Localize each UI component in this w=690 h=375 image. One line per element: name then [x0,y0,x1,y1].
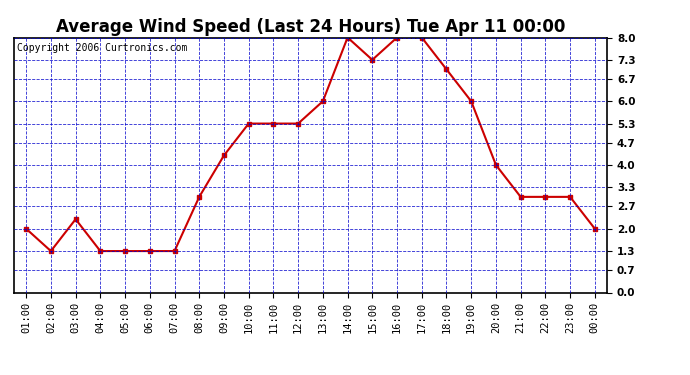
Title: Average Wind Speed (Last 24 Hours) Tue Apr 11 00:00: Average Wind Speed (Last 24 Hours) Tue A… [56,18,565,36]
Text: Copyright 2006 Curtronics.com: Copyright 2006 Curtronics.com [17,43,187,52]
